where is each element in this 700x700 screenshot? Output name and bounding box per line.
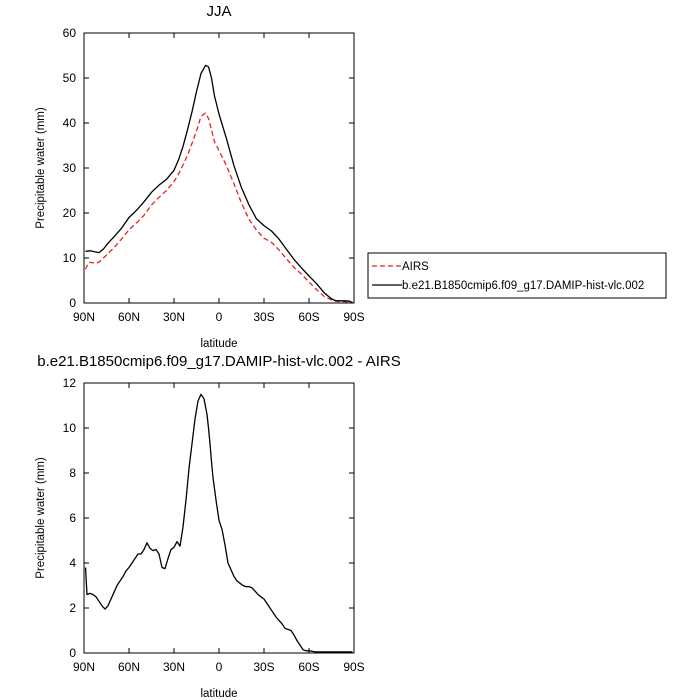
legend-box — [367, 252, 667, 299]
bottom-x-tick-label: 60S — [298, 660, 319, 674]
top-y-tick-label: 0 — [69, 296, 76, 310]
top-y-tick-label: 50 — [63, 71, 77, 85]
top-x-tick-label: 90N — [73, 310, 95, 324]
top-y-tick-label: 40 — [63, 116, 77, 130]
bottom-x-tick-label: 30N — [163, 660, 185, 674]
top-plot-frame — [83, 32, 355, 304]
bottom-chart-title: b.e21.B1850cmip6.f09_g17.DAMIP-hist-vlc.… — [37, 353, 401, 370]
bottom-x-tick-label: 90N — [73, 660, 95, 674]
top-series-line-1 — [85, 64, 353, 304]
bottom-y-tick-label: 4 — [69, 556, 76, 570]
top-plot-area: 90N 60N 30N 0 30S 60S 90S 0 10 20 30 40 50 60 — [63, 26, 365, 324]
top-y-tick-label: 20 — [63, 206, 77, 220]
legend-label-airs: AIRS — [402, 261, 429, 273]
bottom-y-axis-label: Precipitable water (mm) — [35, 457, 47, 579]
top-x-tick-label: 60N — [118, 310, 140, 324]
top-y-axis-label: Precipitable water (mm) — [35, 107, 47, 229]
bottom-x-axis-label: latitude — [200, 688, 237, 700]
top-x-tick-label: 30N — [163, 310, 185, 324]
top-chart: JJA 90N 60N 30N 0 30S 60S 90S 0 10 20 30 40 50 60 lat… — [35, 3, 365, 350]
top-x-tick-label: 0 — [216, 310, 223, 324]
bottom-y-tick-label: 12 — [63, 376, 77, 390]
top-x-tick-label: 90S — [343, 310, 364, 324]
bottom-chart: b.e21.B1850cmip6.f09_g17.DAMIP-hist-vlc.… — [35, 353, 401, 700]
top-series-line-0 — [84, 112, 353, 303]
bottom-y-tick-label: 2 — [69, 601, 76, 615]
top-x-axis-label: latitude — [200, 338, 237, 350]
bottom-x-tick-label: 60N — [118, 660, 140, 674]
legend: AIRS b.e21.B1850cmip6.f09_g17.DAMIP-hist… — [367, 252, 667, 299]
top-chart-title: JJA — [206, 3, 231, 20]
top-y-tick-label: 30 — [63, 161, 77, 175]
top-x-tick-label: 60S — [298, 310, 319, 324]
bottom-y-tick-label: 0 — [69, 646, 76, 660]
bottom-y-tick-label: 6 — [69, 511, 76, 525]
top-y-tick-label: 10 — [63, 251, 77, 265]
bottom-plot-area: 90N 60N 30N 0 30S 60S 90S 0 2 4 6 8 10 12 — [63, 376, 365, 674]
legend-label-model: b.e21.B1850cmip6.f09_g17.DAMIP-hist-vlc.… — [402, 280, 644, 292]
bottom-y-tick-label: 10 — [63, 421, 77, 435]
bottom-x-tick-label: 30S — [253, 660, 274, 674]
top-y-tick-label: 60 — [63, 26, 77, 40]
bottom-series-line-0 — [84, 393, 353, 653]
bottom-y-tick-label: 8 — [69, 466, 76, 480]
bottom-x-tick-label: 90S — [343, 660, 364, 674]
top-x-tick-label: 30S — [253, 310, 274, 324]
bottom-x-tick-label: 0 — [216, 660, 223, 674]
